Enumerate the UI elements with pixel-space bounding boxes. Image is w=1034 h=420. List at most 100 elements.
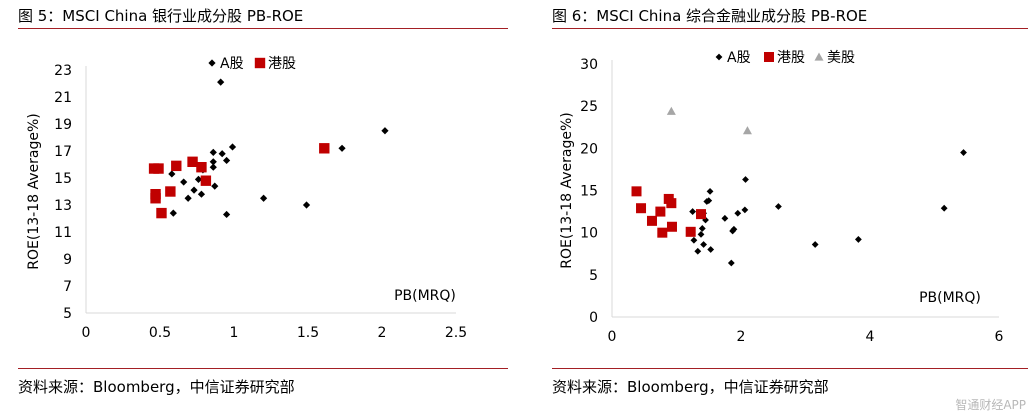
- scatter-point: [694, 247, 702, 255]
- scatter-point: [742, 176, 749, 183]
- scatter-point: [655, 206, 666, 217]
- legend-marker-triangle: [814, 52, 824, 61]
- scatter-point: [209, 158, 217, 166]
- y-tick-label: 5: [589, 268, 598, 284]
- scatter-chart-banks: 5 7 9 11 13 15 17 19 21 23 0 0.5 1 1.5 2 2.5 ROE(13-18 A…: [26, 56, 467, 341]
- legend-marker-square: [254, 57, 266, 69]
- x-tick-label: 1: [230, 325, 239, 341]
- x-tick-label: 0.5: [149, 325, 171, 341]
- scatter-point: [666, 106, 676, 115]
- y-tick-label: 0: [589, 310, 598, 326]
- y-tick-label: 23: [54, 63, 72, 79]
- source-rule: [552, 368, 1028, 369]
- chart-title: 图 6：MSCI China 综合金融业成分股 PB-ROE: [552, 7, 868, 25]
- scatter-point: [741, 206, 749, 214]
- y-tick-label: 30: [580, 57, 598, 73]
- scatter-point: [685, 226, 696, 237]
- x-tick-label: 0: [608, 329, 617, 345]
- legend-label: 港股: [268, 56, 296, 72]
- x-axis-title: PB(MRQ): [394, 288, 456, 304]
- x-tick-label: 2: [378, 325, 387, 341]
- title-rule: [18, 28, 508, 29]
- scatter-point: [223, 156, 231, 165]
- source-note: 资料来源：Bloomberg，中信证券研究部: [18, 378, 295, 396]
- scatter-point: [666, 198, 677, 209]
- scatter-point: [706, 187, 714, 195]
- scatter-point: [153, 163, 164, 174]
- scatter-point: [187, 156, 198, 167]
- legend-marker-diamond: [208, 59, 216, 67]
- x-tick-label: 1.5: [297, 325, 319, 341]
- scatter-point: [211, 182, 219, 190]
- x-tick-label: 0: [82, 325, 91, 341]
- y-tick-label: 5: [63, 306, 72, 322]
- scatter-point: [218, 150, 226, 158]
- scatter-point: [854, 236, 862, 243]
- scatter-point: [200, 175, 212, 186]
- scatter-point: [698, 225, 706, 232]
- x-tick-label: 4: [866, 329, 875, 345]
- watermark: 智通财经APP: [955, 398, 1026, 412]
- scatter-point: [646, 215, 657, 226]
- scatter-point: [338, 144, 346, 152]
- x-tick-label: 2.5: [445, 325, 467, 341]
- y-tick-label: 10: [580, 226, 598, 242]
- scatter-point: [721, 214, 729, 222]
- scatter-point: [775, 203, 782, 210]
- scatter-point: [150, 193, 161, 204]
- chart-panel-right: 图 6：MSCI China 综合金融业成分股 PB-ROE 0 5 10 15 20 2…: [546, 0, 1034, 420]
- legend-label: A股: [727, 50, 751, 66]
- scatter-point: [940, 204, 948, 212]
- scatter-point: [156, 207, 167, 219]
- y-tick-label: 25: [580, 99, 598, 115]
- scatter-point: [190, 186, 198, 194]
- x-tick-label: 6: [995, 329, 1004, 345]
- y-tick-label: 21: [54, 90, 72, 106]
- scatter-point: [689, 208, 697, 215]
- y-tick-label: 17: [54, 144, 72, 160]
- scatter-point: [811, 241, 819, 248]
- scatter-point: [223, 210, 231, 219]
- scatter-point: [697, 230, 705, 238]
- scatter-point: [707, 246, 715, 253]
- scatter-point: [696, 209, 707, 220]
- scatter-point: [196, 162, 207, 173]
- scatter-point: [228, 143, 237, 151]
- scatter-point: [657, 227, 668, 238]
- scatter-point: [690, 236, 698, 244]
- chart-title: 图 5：MSCI China 银行业成分股 PB-ROE: [18, 7, 304, 25]
- legend-label: A股: [220, 56, 244, 72]
- legend-marker-diamond: [715, 53, 723, 61]
- y-tick-label: 15: [54, 171, 72, 187]
- scatter-point: [742, 126, 752, 135]
- scatter-point: [631, 186, 642, 197]
- scatter-point: [217, 78, 225, 86]
- scatter-point: [705, 197, 713, 205]
- scatter-point: [700, 241, 707, 248]
- scatter-point: [636, 203, 647, 214]
- y-tick-label: 13: [54, 198, 72, 214]
- source-rule: [18, 368, 508, 369]
- x-axis-title: PB(MRQ): [919, 290, 981, 306]
- y-tick-label: 15: [580, 184, 598, 200]
- y-tick-label: 11: [54, 225, 72, 241]
- scatter-point: [734, 209, 742, 217]
- y-tick-label: 20: [580, 141, 598, 157]
- scatter-point: [168, 170, 176, 178]
- scatter-point: [302, 201, 311, 209]
- legend-marker-square: [764, 52, 774, 62]
- legend-label: 港股: [777, 50, 805, 66]
- scatter-point: [381, 127, 389, 135]
- scatter-point: [169, 209, 177, 217]
- scatter-chart-diversified-financials: 0 5 10 15 20 25 30 0 2 4 6 ROE(13-18 Average%) PB(MR…: [559, 50, 1004, 345]
- scatter-point: [197, 190, 206, 198]
- scatter-point: [180, 178, 188, 186]
- scatter-point: [171, 160, 182, 172]
- scatter-point: [960, 149, 967, 156]
- y-axis-title: ROE(13-18 Average%): [559, 112, 575, 268]
- y-tick-label: 7: [63, 279, 72, 295]
- scatter-point: [730, 225, 738, 233]
- y-axis-title: ROE(13-18 Average%): [26, 113, 42, 269]
- scatter-point: [184, 194, 192, 202]
- title-rule: [552, 28, 1028, 29]
